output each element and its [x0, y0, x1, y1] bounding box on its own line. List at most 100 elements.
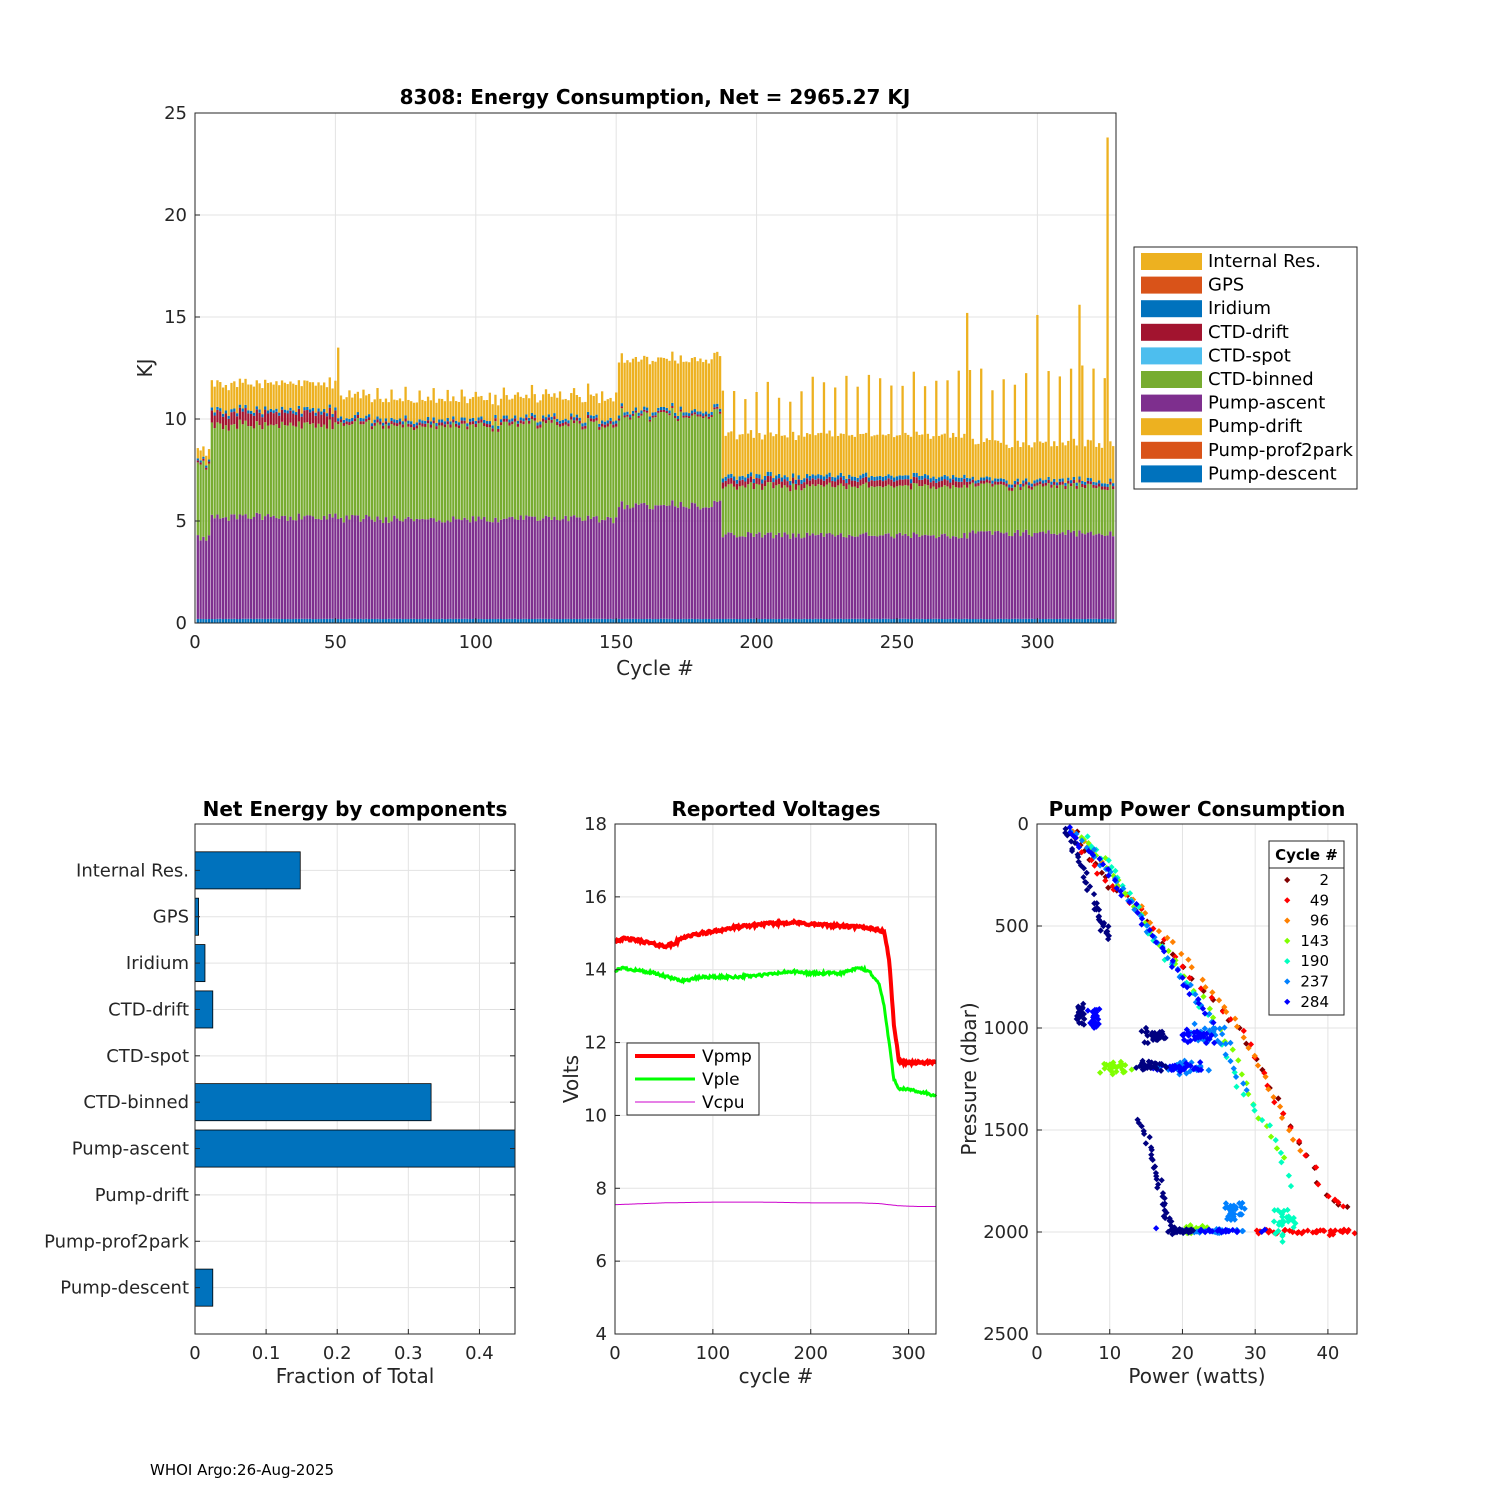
energy-bar-cycle [1106, 137, 1109, 623]
pump-point [1146, 1133, 1153, 1141]
energy-bar-cycle [803, 436, 806, 623]
energy-bar-segment [592, 618, 595, 623]
energy-bar-segment [842, 486, 845, 537]
pump-point [1076, 1009, 1083, 1016]
energy-bar-segment [1005, 480, 1008, 484]
energy-bar-segment [488, 392, 491, 422]
energy-bar-segment [505, 395, 508, 416]
energy-bar-segment [314, 619, 317, 623]
energy-bar-segment [595, 393, 598, 415]
energy-bar-segment [808, 434, 812, 476]
energy-bar-segment [474, 423, 477, 428]
pump-title: Pump Power Consumption [1049, 797, 1346, 821]
energy-bar-segment [570, 419, 573, 517]
energy-bar-cycle [306, 380, 309, 623]
energy-bar-cycle [777, 397, 781, 623]
pump-point [1165, 947, 1172, 955]
pump-point [1233, 1023, 1241, 1030]
energy-bar-segment [651, 412, 654, 416]
pump-point [1185, 956, 1192, 963]
energy-bar-cycle [460, 389, 463, 623]
energy-bar-segment [331, 416, 334, 430]
energy-bar-segment [561, 618, 564, 623]
energy-bar-cycle [370, 402, 374, 623]
energy-bar-segment [1058, 481, 1061, 485]
energy-bar-cycle [398, 398, 402, 623]
energy-bar-segment [735, 489, 739, 538]
energy-bar-segment [634, 356, 637, 408]
energy-bar-segment [415, 619, 418, 623]
energy-bar-segment [421, 420, 424, 424]
energy-bar-segment [690, 502, 694, 619]
energy-bar-segment [317, 519, 320, 619]
energy-bar-segment [250, 518, 253, 619]
energy-bar-cycle [912, 371, 915, 623]
energy-bar-segment [620, 501, 623, 619]
energy-bar-segment [536, 425, 539, 429]
energy-bar-segment [1109, 478, 1112, 482]
energy-bar-cycle [786, 437, 789, 623]
energy-bar-segment [828, 619, 831, 623]
energy-bar-segment [466, 429, 469, 520]
energy-bar-segment [449, 618, 452, 623]
energy-bar-segment [348, 422, 351, 426]
energy-bar-segment [1024, 618, 1028, 623]
energy-bar-segment [359, 618, 362, 623]
energy-bar-segment [494, 418, 497, 422]
energy-bar-segment [213, 415, 216, 429]
energy-bar-segment [1089, 440, 1092, 479]
energy-bar-segment [732, 486, 736, 536]
energy-bar-segment [825, 478, 828, 485]
energy-bar-segment [216, 380, 219, 407]
energy-bar-segment [337, 424, 340, 520]
energy-bar-cycle [373, 399, 376, 623]
energy-bar-segment [421, 399, 424, 421]
energy-bar-segment [856, 618, 859, 623]
energy-bar-segment [502, 421, 506, 519]
energy-bar-segment [704, 416, 708, 508]
energy-bar-segment [963, 618, 966, 623]
energy-bar-segment [320, 414, 323, 427]
energy-bar-segment [553, 413, 556, 417]
energy-bar-segment [862, 618, 865, 623]
energy-bar-cycle [800, 391, 803, 623]
voltage-line [613, 964, 938, 1098]
energy-bar-segment [356, 515, 360, 620]
energy-bar-segment [373, 419, 376, 423]
pump-point [1206, 1035, 1213, 1042]
energy-bar-segment [592, 418, 595, 422]
energy-bar-segment [396, 400, 399, 420]
energy-bar-segment [202, 536, 205, 619]
energy-bar-segment [308, 424, 312, 516]
energy-bar-segment [935, 538, 938, 619]
energy-bar-cycle [982, 442, 986, 623]
pump-point [1148, 1151, 1155, 1158]
energy-bar-segment [620, 618, 623, 623]
pump-point [1270, 1218, 1278, 1225]
energy-bar-segment [589, 415, 593, 419]
x-tick-label: 0.4 [465, 1343, 494, 1364]
energy-bar-segment [623, 362, 626, 413]
energy-bar-segment [558, 423, 562, 427]
energy-bar-segment [682, 415, 685, 418]
energy-bar-segment [1081, 619, 1084, 623]
energy-bar-segment [887, 433, 890, 475]
energy-bar-segment [443, 421, 447, 425]
energy-bar-segment [848, 435, 851, 475]
energy-bar-segment [567, 400, 570, 421]
energy-bar-segment [862, 484, 865, 534]
energy-bar-segment [1075, 618, 1078, 623]
energy-bar-segment [923, 484, 927, 535]
energy-bar-segment [278, 412, 281, 416]
energy-bar-cycle [294, 384, 298, 623]
energy-bar-segment [370, 402, 374, 424]
pump-point [1197, 1226, 1205, 1233]
energy-bar-segment [665, 505, 668, 619]
energy-bar-segment [362, 424, 365, 519]
energy-bar-segment [1002, 478, 1005, 482]
energy-bar-segment [426, 416, 430, 421]
energy-bar-segment [982, 442, 986, 478]
energy-bar-segment [213, 412, 216, 416]
energy-bar-segment [575, 395, 579, 415]
energy-bar-segment [1100, 447, 1104, 484]
